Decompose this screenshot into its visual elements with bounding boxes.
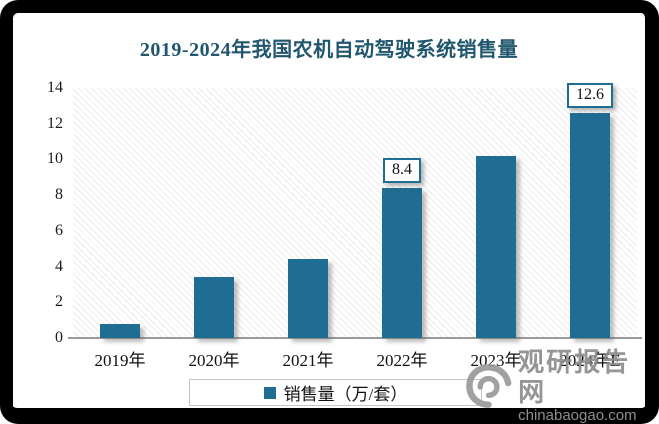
x-tick-label: 2024年E [559, 351, 621, 370]
data-label-2022年: 8.4 [383, 158, 421, 183]
x-axis-line [68, 337, 642, 339]
y-tick-label: 14 [47, 79, 63, 96]
x-tick-label: 2022年 [376, 351, 428, 370]
watermark-domain: chinabaogao.com [518, 407, 637, 424]
legend-label: 销售量（万/套） [283, 385, 408, 404]
bar-2023年 [476, 155, 516, 338]
chart-title: 2019-2024年我国农机自动驾驶系统销售量 [139, 39, 519, 61]
x-tick-label: 2020年 [188, 351, 240, 370]
y-tick-label: 6 [55, 221, 63, 239]
y-axis: 0 2 4 6 8 10 12 14 [13, 79, 63, 346]
x-tick-label: 2021年 [282, 351, 334, 370]
bar-2022年 [382, 188, 422, 338]
plot-area: 8.4 12.6 [68, 83, 642, 339]
x-axis-labels: 2019年 2020年 2021年 2022年 2023年 2024年E [73, 346, 637, 370]
bar-2021年 [288, 259, 328, 338]
y-tick-label: 4 [55, 257, 63, 275]
y-tick-label: 0 [55, 329, 63, 346]
y-tick-label: 10 [47, 150, 63, 168]
legend: 销售量（万/套） [189, 379, 482, 406]
x-tick-label: 2019年 [94, 351, 146, 370]
data-label-2024年E: 12.6 [567, 83, 613, 108]
legend-swatch-icon [263, 386, 276, 399]
bar-2020年 [194, 277, 234, 338]
y-tick-label: 12 [47, 114, 63, 132]
bar-2024年E [570, 113, 610, 338]
y-tick-label: 2 [55, 293, 63, 311]
bar-2019年 [100, 323, 140, 338]
y-tick-label: 8 [55, 186, 63, 204]
x-tick-label: 2023年 [470, 351, 522, 370]
